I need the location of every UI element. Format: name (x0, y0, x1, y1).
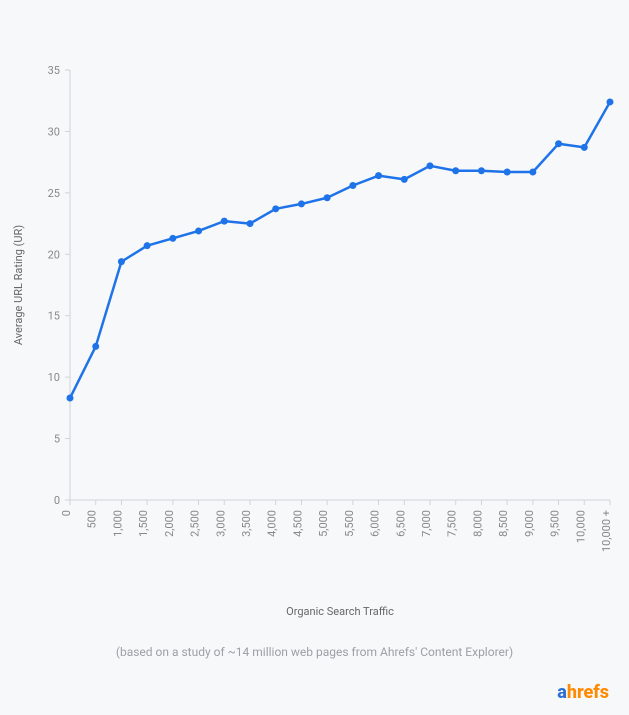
x-tick-label: 5,000 (317, 510, 330, 537)
data-point (349, 182, 356, 189)
data-point (118, 258, 125, 265)
data-point (221, 218, 228, 225)
y-tick-label: 5 (54, 433, 60, 446)
brand-first-letter: a (557, 682, 567, 703)
x-tick-label: 6,500 (394, 510, 407, 537)
x-tick-label: 8,500 (497, 510, 510, 537)
y-tick-label: 30 (48, 125, 60, 138)
y-tick-label: 25 (48, 187, 60, 200)
data-point (324, 194, 331, 201)
x-tick-label: 2,500 (189, 510, 202, 537)
brand-logo: ahrefs (557, 682, 609, 703)
x-tick-label: 6,000 (369, 510, 382, 537)
data-point (555, 140, 562, 147)
x-tick-label: 2,000 (163, 510, 176, 537)
data-point (581, 144, 588, 151)
x-tick-label: 1,500 (137, 510, 150, 537)
y-tick-label: 0 (54, 494, 60, 507)
y-tick-label: 20 (48, 248, 60, 261)
data-point (529, 168, 536, 175)
brand-rest: hrefs (567, 682, 609, 703)
data-point (452, 167, 459, 174)
data-point (92, 343, 99, 350)
data-point (195, 227, 202, 234)
x-axis-label: Organic Search Traffic (286, 605, 394, 618)
y-axis-label: Average URL Rating (UR) (12, 225, 25, 345)
x-tick-label: 3,500 (240, 510, 253, 537)
x-tick-label: 10,000 (574, 510, 587, 543)
y-tick-label: 10 (48, 371, 60, 384)
data-point (247, 220, 254, 227)
chart-caption: (based on a study of ~14 million web pag… (0, 645, 629, 659)
line-chart: 0 5 10 15 20 25 30 35 0 500 1,000 1,500 2,000 2,500 3… (0, 0, 629, 715)
data-point (169, 235, 176, 242)
x-tick-label: 8,000 (471, 510, 484, 537)
x-tick-label: 9,000 (523, 510, 536, 537)
x-tick-label: 1,000 (111, 510, 124, 537)
x-tick-label: 10,000 + (600, 510, 613, 552)
x-tick-label: 9,500 (549, 510, 562, 537)
data-point (375, 172, 382, 179)
x-tick-label: 7,000 (420, 510, 433, 537)
x-tick-label: 0 (60, 510, 73, 516)
data-point (478, 167, 485, 174)
x-tick-label: 7,500 (446, 510, 459, 537)
data-point (401, 176, 408, 183)
x-tick-label: 4,000 (266, 510, 279, 537)
data-point (298, 200, 305, 207)
data-point (427, 162, 434, 169)
data-point (144, 242, 151, 249)
y-tick-label: 15 (48, 310, 60, 323)
x-tick-label: 4,500 (291, 510, 304, 537)
x-tick-label: 500 (86, 510, 99, 529)
data-point (67, 395, 74, 402)
x-tick-label: 3,000 (214, 510, 227, 537)
data-point (607, 98, 614, 105)
data-point (272, 205, 279, 212)
data-point (504, 168, 511, 175)
x-tick-label: 5,500 (343, 510, 356, 537)
y-tick-label: 35 (48, 64, 60, 77)
